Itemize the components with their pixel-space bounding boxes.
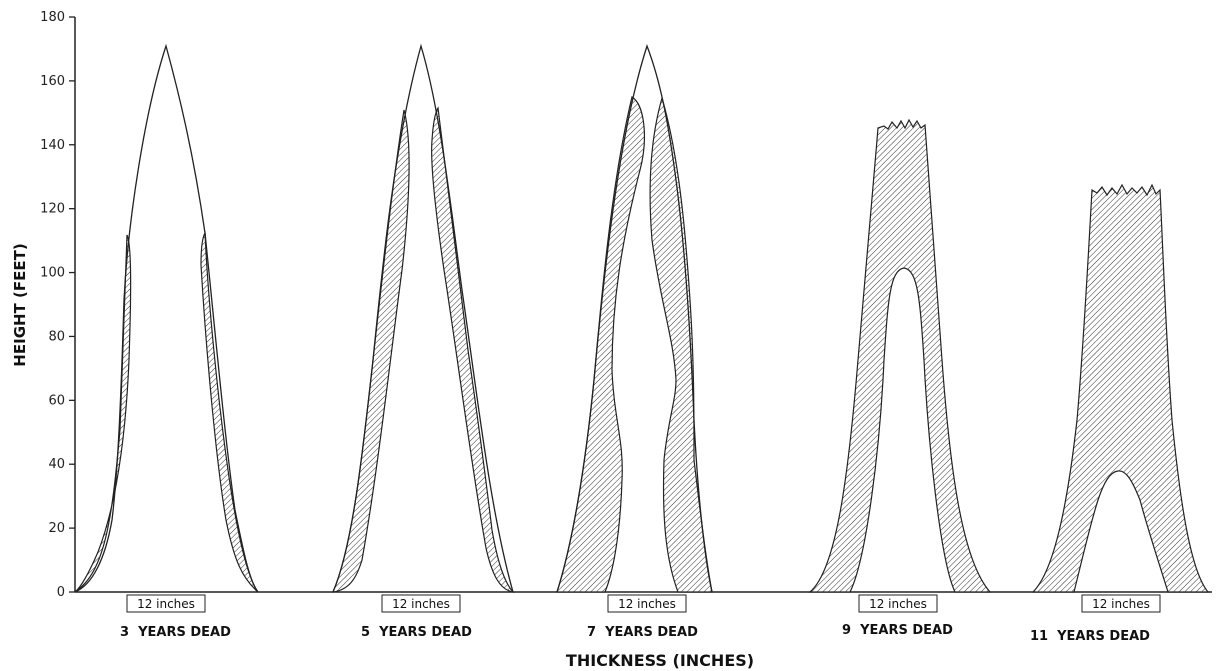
panel-3-decay-left [556, 96, 645, 593]
panel-3-years-dead [74, 43, 259, 593]
y-tick-label: 0 [57, 585, 65, 600]
panel-labels: 3 YEARS DEAD 5 YEARS DEAD 7 YEARS DEAD 9 YE… [120, 623, 1150, 644]
y-tick-label: 40 [48, 457, 65, 472]
y-tick-label: 160 [40, 74, 65, 89]
panel-label: 5 YEARS DEAD [361, 625, 472, 640]
y-tick-label: 120 [40, 202, 65, 217]
panel-7-years-dead [556, 44, 713, 593]
scale-label: 12 inches [392, 597, 450, 611]
y-tick-label: 80 [48, 329, 65, 344]
panel-label: 11 YEARS DEAD [1030, 629, 1150, 644]
panel-1-tree-outline [74, 43, 259, 593]
y-axis-ticks: 0 20 40 60 80 100 120 140 160 180 [40, 10, 75, 600]
scale-box [1081, 594, 1161, 613]
panel-9-years-dead [808, 118, 992, 593]
panel-2-decay-left [332, 109, 410, 593]
scale-box [381, 594, 461, 613]
panel-1-decay-right [200, 230, 259, 593]
scale-label: 12 inches [869, 597, 927, 611]
y-axis-title: HEIGHT (FEET) [11, 243, 29, 366]
scale-box [858, 594, 938, 613]
panel-5-decay-body [1031, 183, 1210, 593]
panel-3-decay-right [649, 95, 713, 593]
panel-label: 9 YEARS DEAD [842, 623, 953, 638]
panel-2-tree-outline [332, 43, 514, 593]
scale-box [126, 594, 206, 613]
panel-label: 7 YEARS DEAD [587, 625, 698, 640]
scale-label: 12 inches [137, 597, 195, 611]
y-tick-label: 140 [40, 138, 65, 153]
y-tick-label: 180 [40, 10, 65, 25]
x-axis-title: THICKNESS (INCHES) [566, 651, 754, 670]
y-tick-label: 20 [48, 521, 65, 536]
scale-boxes: 12 inches 12 inches 12 inches 12 inches 12 i… [126, 594, 1161, 613]
panel-5-years-dead [332, 43, 515, 593]
scale-label: 12 inches [618, 597, 676, 611]
y-tick-label: 100 [40, 266, 65, 281]
panel-11-years-dead [1031, 183, 1210, 593]
scale-label: 12 inches [1092, 597, 1150, 611]
panel-2-decay-right [431, 106, 515, 593]
panel-1-decay-left [74, 234, 132, 593]
panel-label: 3 YEARS DEAD [120, 625, 231, 640]
scale-box [607, 594, 687, 613]
panel-4-decay-body [808, 118, 992, 593]
panel-3-tree-outline [556, 44, 713, 593]
y-tick-label: 60 [48, 393, 65, 408]
